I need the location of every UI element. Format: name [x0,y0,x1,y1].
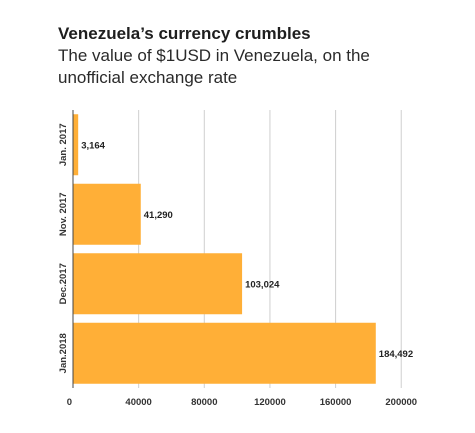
data-label: 184,492 [379,349,413,360]
bar [73,114,79,176]
chart-subtitle: The value of $1USD in Venezuela, on the … [58,46,370,87]
category-label: Nov. 2017 [58,192,69,236]
data-label: 41,290 [144,210,173,221]
x-tick-label: 80000 [191,397,217,408]
data-label: 103,024 [245,279,280,290]
x-tick-label: 120000 [254,397,286,408]
x-tick-label: 40000 [125,397,151,408]
category-label: Jan. 2017 [58,123,69,166]
category-label: Jan.2018 [58,333,69,373]
chart-title: Venezuela’s currency crumbles [58,24,311,43]
bar [73,183,141,245]
bar [73,322,376,384]
x-tick-label: 160000 [320,397,352,408]
x-tick-label: 200000 [385,397,417,408]
bar [73,253,243,315]
data-label: 3,164 [81,140,105,151]
category-label: Dec.2017 [58,263,69,304]
x-tick-label: 0 [67,397,72,408]
